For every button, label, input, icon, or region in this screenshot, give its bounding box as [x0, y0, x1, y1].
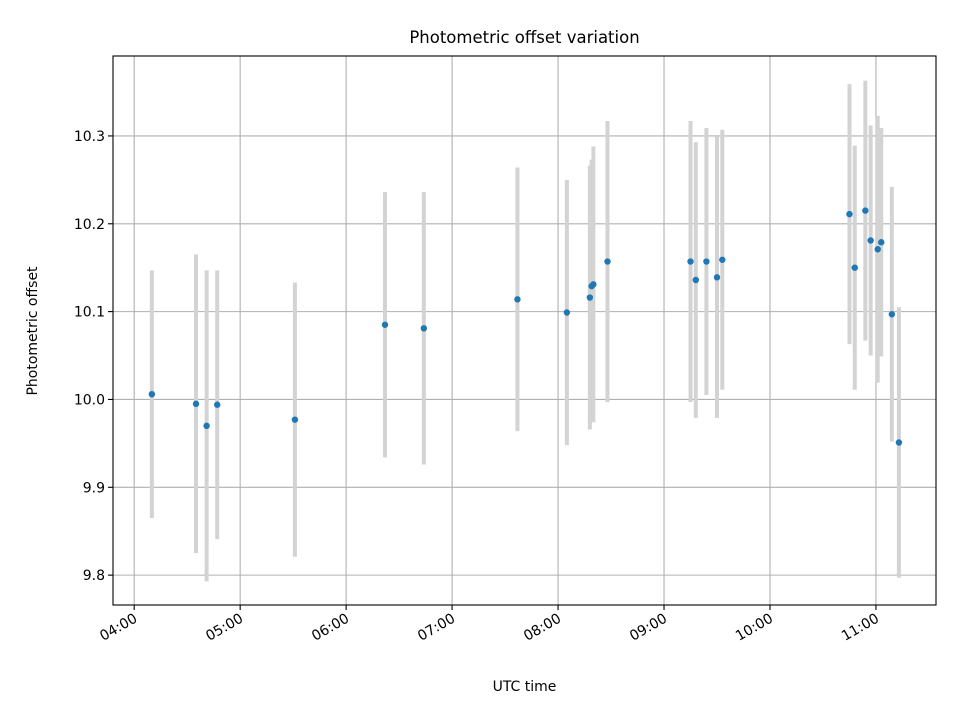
y-tick-label: 9.8 — [83, 568, 105, 584]
data-point — [878, 239, 885, 246]
data-point — [586, 294, 594, 301]
y-tick-label: 10.0 — [74, 392, 105, 408]
chart-title: Photometric offset variation — [409, 28, 639, 47]
data-point — [687, 258, 694, 265]
data-point — [713, 274, 721, 281]
x-axis-label: UTC time — [493, 679, 557, 695]
y-axis-label: Photometric offset — [25, 266, 41, 396]
data-point — [604, 258, 611, 265]
data-point — [514, 296, 521, 303]
data-point — [203, 422, 210, 430]
data-point — [148, 390, 156, 398]
data-point — [590, 281, 597, 288]
y-tick-label: 10.1 — [74, 305, 105, 321]
y-gridlines — [113, 135, 936, 576]
data-point — [692, 276, 700, 284]
y-tick-label: 10.2 — [74, 217, 105, 233]
data-point — [846, 210, 853, 218]
y-tick-label: 9.9 — [83, 480, 105, 496]
data-point — [874, 246, 881, 253]
y-axis-ticks: 9.8 9.9 10.0 10.1 10.2 10.3 — [74, 129, 113, 584]
data-point — [213, 401, 221, 408]
data-point — [420, 325, 428, 332]
data-point — [719, 256, 726, 263]
data-point — [851, 264, 858, 271]
data-point — [703, 258, 710, 265]
y-tick-label: 10.3 — [74, 129, 105, 145]
data-point — [291, 416, 299, 423]
data-point — [862, 207, 869, 214]
data-point — [895, 439, 903, 446]
plot-area — [113, 56, 936, 605]
data-point — [888, 311, 896, 318]
data-point — [563, 309, 571, 316]
plot-frame — [112, 55, 937, 606]
data-points — [148, 207, 903, 446]
data-point — [867, 237, 874, 244]
data-point — [192, 400, 200, 408]
data-point — [381, 321, 389, 328]
